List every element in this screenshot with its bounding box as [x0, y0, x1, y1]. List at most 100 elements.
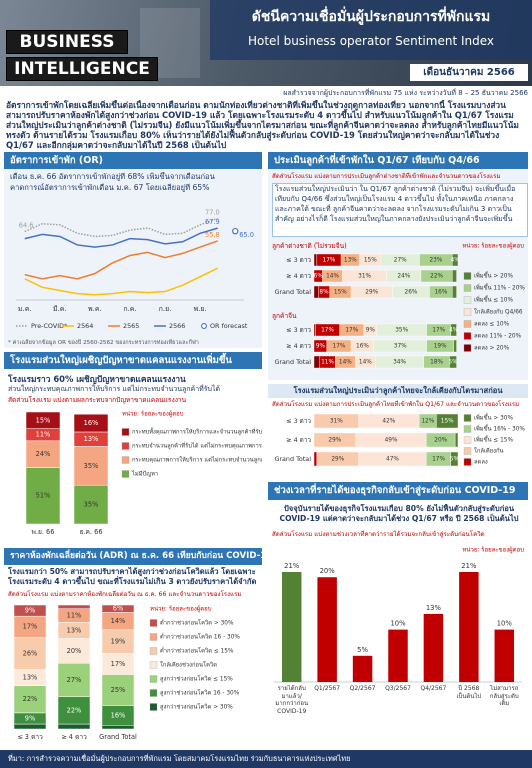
data-label: 27% [67, 676, 82, 684]
data-label: 37% [394, 344, 407, 350]
data-label: 26% [23, 649, 38, 657]
data-label: 14% [359, 360, 372, 366]
data-label: 17% [432, 328, 445, 334]
data-label: 13% [426, 604, 442, 612]
group-label: ลูกค้าต่างชาติ (ไม่รวมจีน) [272, 242, 347, 250]
data-label: 35% [84, 501, 99, 509]
data-label: 24% [397, 274, 410, 280]
y-tick-label: ≤ 3 ดาว [286, 417, 311, 425]
data-label: 9% [25, 607, 35, 615]
unit-label: หน่วย: ร้อยละของผู้ตอบ [462, 243, 524, 250]
footer: ที่มา: การสำรวจความเชื่อมั่นผู้ประกอบการ… [0, 750, 532, 768]
legend-label: เพิ่มขึ้น > 20% [474, 271, 513, 280]
line-series [24, 227, 218, 248]
legend-label: Pre-COVID* [31, 322, 67, 330]
bar-segment [452, 253, 459, 267]
bar-segment [450, 451, 459, 467]
bar-segment [13, 723, 47, 730]
data-label: 19% [111, 638, 126, 646]
bar-segment [101, 604, 135, 613]
x-tick-label: ม.ค. [18, 305, 32, 313]
data-label: 5% [448, 360, 458, 366]
labor-chart: 51% 24% 11% 15% พ.ย. 66 35% 35% 13% 16% ธ.ค. 66 หน… [25, 411, 262, 536]
y-tick-label: ≤ 3 ดาว [286, 256, 311, 264]
data-label: 13% [84, 435, 99, 443]
occupancy-chart: ม.ค. มี.ค. พ.ค. ก.ค. ก.ย. พ.ย. 64.6 77.0 55.8 67.… [16, 208, 254, 330]
text-line: คาดการณ์อัตราการเข้าพักเดือน ม.ค. 67 โดย… [10, 183, 210, 192]
data-label: 19% [434, 344, 447, 350]
legend-label: เพิ่มขึ้น ≤ 10% [474, 295, 513, 304]
legend-swatch [149, 633, 158, 641]
data-label: 16% [356, 344, 369, 350]
legend-label: กระทบจำนวนลูกค้าที่รับได้ แต่ไม่กระทบคุณ… [132, 442, 262, 450]
chart-subtitle: สัดส่วนโรงแรม แบ่งตามการประเมินลูกค้าต่า… [272, 173, 501, 180]
data-label: 15% [334, 290, 347, 296]
bar-segment [101, 674, 135, 706]
x-tick-label: ก.ค. [123, 305, 136, 313]
y-tick-label: ≤ 3 ดาว [286, 326, 311, 334]
x-tick-label: ปี 2568 เป็นต้นไป [456, 685, 482, 700]
legend-label: ต่ำกว่าช่วงก่อนโควิด 16 - 30% [160, 633, 240, 641]
legend-swatch [463, 320, 472, 328]
adr-chart: 9% 22% 13% 26% 17% 9% ≤ 3 ดาว 22% 27% 20% 13% 11% ≥ … [13, 604, 240, 741]
bar-segment [25, 440, 61, 468]
bar [281, 572, 302, 682]
brand-line1: BUSINESS [6, 30, 128, 54]
bar-segment [452, 269, 457, 283]
legend-swatch [463, 414, 472, 422]
data-label: 14% [326, 274, 339, 280]
x-tick-label: พ.ย. 66 [32, 528, 55, 536]
data-label: 9% [316, 344, 326, 350]
bar-segment [57, 604, 91, 609]
bar [388, 629, 408, 682]
y-tick-label: ≥ 4 ดาว [286, 342, 311, 350]
bar-segment [13, 604, 47, 617]
legend-swatch [463, 436, 472, 444]
x-tick-label: รายได้กลับมาแล้ว/มากกว่าก่อน COVID-19 [275, 685, 309, 715]
data-label: 5% [450, 457, 460, 463]
legend-label: OR forecast [210, 322, 248, 330]
bar [352, 655, 373, 682]
x-tick-label: ≥ 4 ดาว [61, 733, 87, 741]
legend-swatch [463, 332, 472, 340]
bar [494, 629, 515, 682]
unit-label: หน่วย: ร้อยละของผู้ตอบ [150, 606, 212, 613]
bar-segment [13, 685, 47, 714]
data-label: 64.6 [19, 222, 34, 230]
legend-label: เพิ่มขึ้น > 30% [474, 413, 513, 422]
legend-label: เพิ่มขึ้น ≤ 15% [474, 435, 513, 444]
x-tick-label: Q4/2567 [420, 685, 447, 692]
data-label: 18% [430, 360, 443, 366]
title-th: ดัชนีความเชื่อมั่นผู้ประกอบการที่พักแรม [251, 9, 491, 25]
data-label: 27% [394, 258, 407, 264]
data-label: 49% [385, 438, 398, 444]
legend-swatch [149, 703, 158, 711]
bar-segment [25, 467, 61, 525]
data-label: 17% [321, 328, 334, 334]
data-label: 16% [434, 290, 447, 296]
legend-label: ลดลง [474, 460, 488, 466]
data-label: 24% [36, 450, 51, 458]
legend-label: สูงกว่าช่วงก่อนโควิด 16 - 30% [160, 689, 240, 697]
legend-label: ลดลง > 20% [474, 346, 510, 352]
bar [317, 577, 337, 682]
summary: อัตราการเข้าพักโดยเฉลี่ยเพิ่มขึ้นต่อเนื่… [6, 100, 519, 150]
x-tick-label: มี.ค. [53, 305, 67, 313]
legend-swatch [121, 442, 130, 450]
text-line: ส่วนใหญ่กระทบคุณภาพการให้บริการ แต่ไม่กร… [8, 385, 221, 393]
data-label: 17% [333, 344, 346, 350]
x-tick-label: ธ.ค. 66 [79, 528, 102, 536]
bar-segment [25, 411, 61, 429]
data-label: 51% [36, 492, 51, 500]
section-heading: โรงแรมส่วนใหญ่ประเมินว่าลูกค้าไทยจะใกล้เ… [268, 384, 528, 398]
group-label: ลูกค้าจีน [272, 312, 297, 320]
bar-segment [454, 432, 459, 448]
data-label: 29% [365, 290, 378, 296]
bar-segment [436, 413, 459, 429]
data-label: 17% [323, 258, 336, 264]
data-label: 26% [405, 290, 418, 296]
bar-segment [73, 446, 109, 486]
bar-segment [313, 285, 319, 299]
legend-label: สูงกว่าช่วงก่อนโควิด ≤ 15% [160, 675, 233, 683]
